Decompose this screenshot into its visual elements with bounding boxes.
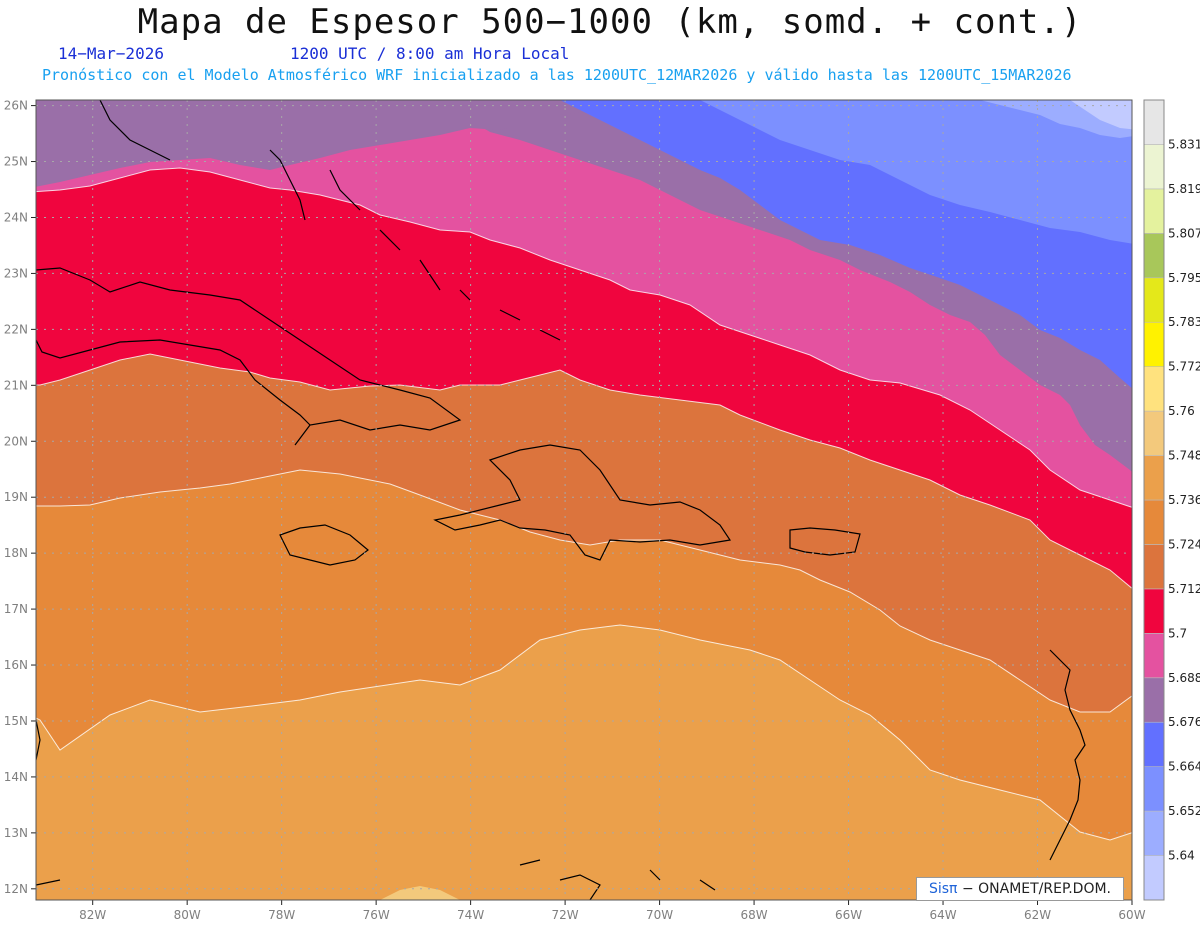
time-label: 1200 UTC / 8:00 am Hora Local [290,44,570,63]
colorbar-label: 5.736 [1168,493,1200,507]
colorbar-label: 5.831 [1168,137,1200,151]
lat-tick-label: 20N [4,434,28,448]
lat-tick-label: 25N [4,155,28,169]
colorbar-label: 5.688 [1168,671,1200,685]
lat-tick-label: 24N [4,210,28,224]
colorbar-swatch [1143,633,1165,679]
colorbar-label: 5.64 [1168,849,1195,863]
colorbar-label: 5.807 [1168,226,1200,240]
lat-tick-label: 16N [4,658,28,672]
colorbar-label: 5.652 [1168,804,1200,818]
lon-tick-label: 80W [174,908,201,922]
colorbar-swatch [1143,766,1165,812]
jamaica-coast [279,524,369,566]
colorbar-swatch [1143,855,1165,901]
lon-tick-label: 74W [457,908,484,922]
central-america-coast [36,719,716,900]
colorbar-label: 5.772 [1168,360,1200,374]
lat-tick-label: 18N [4,546,28,560]
colorbar-frame [1143,99,1165,901]
colorbar-swatch [1143,277,1165,323]
colorbar-swatch [1143,721,1165,767]
lon-tick-label: 68W [740,908,767,922]
colorbar-swatch [1143,366,1165,412]
colorbar-swatch [1143,321,1165,367]
lon-tick-label: 70W [646,908,673,922]
colorbar-label: 5.76 [1168,404,1195,418]
colorbar-swatch [1143,588,1165,634]
bahamas-coast [99,100,561,341]
lat-tick-label: 23N [4,266,28,280]
colorbar-swatch [1143,188,1165,234]
band-5676-top [36,100,614,187]
lon-tick-label: 72W [552,908,579,922]
credit-box: Sisπ − ONAMET/REP.DOM. [916,877,1124,901]
colorbar-label: 5.819 [1168,182,1200,196]
cuba-coast [36,267,462,446]
lat-tick-label: 15N [4,714,28,728]
axis-ticks [31,105,1133,905]
lat-tick-label: 12N [4,882,28,896]
sispi-logo: Sisπ [928,881,958,897]
colorbar-swatch [1143,455,1165,501]
lon-tick-label: 82W [79,908,106,922]
lat-tick-label: 21N [4,378,28,392]
lat-tick-label: 17N [4,602,28,616]
colorbar-swatch [1143,233,1165,279]
colorbar-swatch [1143,144,1165,190]
forecast-label: Pronóstico con el Modelo Atmosférico WRF… [42,66,1072,84]
lon-tick-label: 62W [1024,908,1051,922]
mainland-coast [36,859,541,886]
colorbar-swatch [1143,810,1165,856]
colorbar-label: 5.783 [1168,315,1200,329]
band-5748 [380,886,460,900]
map-frame [35,99,1133,901]
lat-tick-label: 26N [4,99,28,113]
colorbar-label: 5.664 [1168,760,1200,774]
colorbar-swatch [1143,499,1165,545]
thickness-bands [36,100,1132,900]
axis-labels: 82W 80W 78W 76W 74W 72W 70W 68W 66W 64W 62W 60W 12N 1… [4,99,1146,922]
lon-tick-label: 76W [363,908,390,922]
lat-tick-label: 19N [4,490,28,504]
lon-tick-label: 78W [268,908,295,922]
date-label: 14−Mar−2026 [58,44,164,63]
colorbar-label: 5.7 [1168,626,1187,640]
colorbar-label: 5.712 [1168,582,1200,596]
colorbar-swatch [1143,99,1165,145]
lon-tick-label: 60W [1118,908,1145,922]
credit-text: − ONAMET/REP.DOM. [961,881,1111,897]
lat-tick-label: 14N [4,770,28,784]
colorbar-label: 5.795 [1168,271,1200,285]
colorbar-label: 5.676 [1168,715,1200,729]
lat-tick-label: 22N [4,322,28,336]
hispaniola-coast [433,444,732,561]
coastlines [36,100,1086,900]
colorbar-label: 5.724 [1168,537,1200,551]
map-title: Mapa de Espesor 500−1000 (km, somd. + co… [137,2,1083,42]
band-5652 [700,100,1132,244]
colorbar-swatch [1143,677,1165,723]
lon-tick-label: 66W [835,908,862,922]
lon-tick-label: 64W [929,908,956,922]
colorbar-label: 5.748 [1168,449,1200,463]
puerto-rico-coast [789,527,861,556]
colorbar-swatch [1143,410,1165,456]
band-5628 [1070,100,1132,130]
lesser-antilles-coast [1049,649,1086,861]
lat-tick-label: 13N [4,826,28,840]
colorbar: 5.64 5.652 5.664 5.676 5.688 5.7 5.712 5.724 5.7… [1143,99,1200,901]
band-contours [36,167,1132,841]
colorbar-swatch [1143,544,1165,590]
